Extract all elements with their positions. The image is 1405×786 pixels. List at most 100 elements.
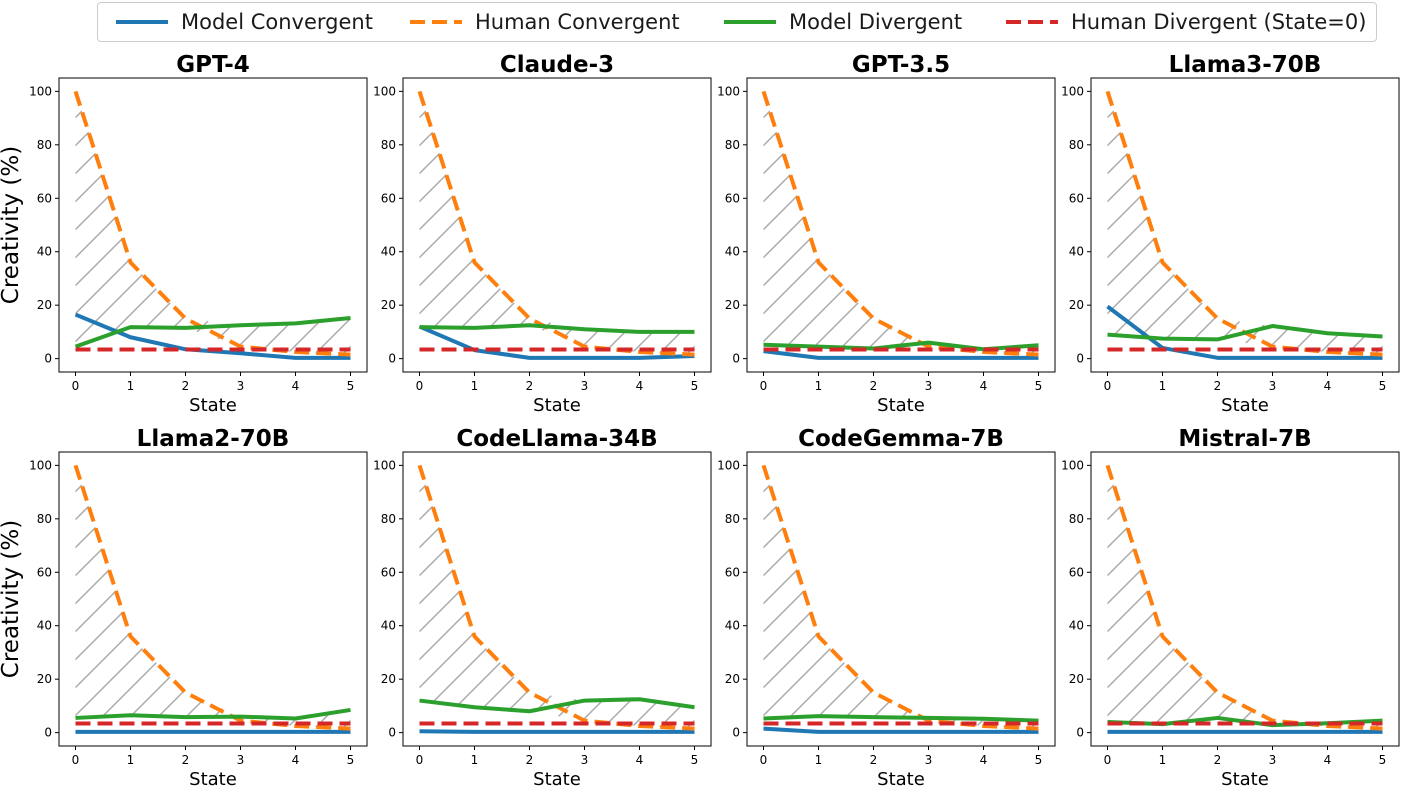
panel-title: GPT-3.5 bbox=[852, 52, 950, 78]
x-tick-label: 0 bbox=[416, 753, 424, 767]
y-tick-label: 20 bbox=[37, 672, 52, 686]
y-tick-label: 60 bbox=[1069, 565, 1084, 579]
y-tick-label: 40 bbox=[37, 245, 52, 259]
y-tick-label: 40 bbox=[725, 619, 740, 633]
y-tick-label: 60 bbox=[725, 565, 740, 579]
x-tick-label: 2 bbox=[526, 379, 534, 393]
plot-frame bbox=[58, 77, 368, 373]
x-tick-label: 5 bbox=[691, 753, 699, 767]
hatched-area bbox=[75, 465, 351, 729]
y-tick-label: 20 bbox=[1069, 672, 1084, 686]
y-tick-label: 100 bbox=[1061, 84, 1084, 98]
y-tick-label: 20 bbox=[725, 672, 740, 686]
y-tick-label: 0 bbox=[1076, 352, 1084, 366]
panel-gpt-4: 0 20 40 60 80 100 0 1 2 3 4 5 GPT-4 State Creativity (… bbox=[0, 52, 368, 416]
series-line-model-divergent bbox=[1107, 324, 1383, 342]
y-tick-label: 60 bbox=[37, 191, 52, 205]
y-tick-label: 100 bbox=[717, 458, 740, 472]
panel-title: CodeGemma-7B bbox=[798, 426, 1004, 452]
y-tick-label: 20 bbox=[725, 298, 740, 312]
y-tick-label: 80 bbox=[725, 138, 740, 152]
x-tick-label: 3 bbox=[237, 379, 245, 393]
y-tick-label: 0 bbox=[732, 352, 740, 366]
x-axis-label: State bbox=[1221, 395, 1269, 416]
hatched-area bbox=[763, 465, 1039, 729]
x-tick-label: 1 bbox=[127, 753, 135, 767]
hatched-area bbox=[419, 465, 695, 729]
legend-item-human-divergent: Human Divergent (State=0) bbox=[1002, 3, 1366, 41]
y-tick-label: 0 bbox=[44, 726, 52, 740]
x-tick-label: 4 bbox=[980, 379, 988, 393]
y-tick-label: 40 bbox=[381, 619, 396, 633]
x-tick-label: 3 bbox=[581, 753, 589, 767]
series-line-model-divergent bbox=[75, 707, 351, 721]
x-tick-label: 0 bbox=[760, 379, 768, 393]
y-tick-label: 80 bbox=[1069, 138, 1084, 152]
plot-frame bbox=[746, 77, 1056, 373]
x-tick-label: 4 bbox=[636, 379, 644, 393]
legend-label: Model Convergent bbox=[181, 10, 373, 34]
x-tick-label: 5 bbox=[1035, 753, 1043, 767]
series-line-model-convergent bbox=[1106, 304, 1383, 360]
x-tick-label: 1 bbox=[471, 753, 479, 767]
series-line-model-divergent bbox=[419, 323, 695, 334]
panel-llama2-70b: 0 20 40 60 80 100 0 1 2 3 4 5 Llama2-70B State Creativ… bbox=[0, 426, 368, 786]
x-tick-label: 1 bbox=[1159, 379, 1167, 393]
plot-frame bbox=[746, 451, 1056, 747]
legend-item-model-convergent: Model Convergent bbox=[112, 3, 373, 41]
panel-title: CodeLlama-34B bbox=[456, 426, 657, 452]
x-tick-label: 3 bbox=[925, 753, 933, 767]
x-axis-label: State bbox=[877, 395, 925, 416]
legend-label: Human Convergent bbox=[475, 10, 680, 34]
series-line-human-convergent bbox=[761, 90, 1039, 357]
series-line-model-divergent bbox=[763, 714, 1039, 723]
y-tick-label: 40 bbox=[1069, 619, 1084, 633]
y-tick-label: 0 bbox=[1076, 726, 1084, 740]
y-tick-label: 60 bbox=[1069, 191, 1084, 205]
x-tick-label: 5 bbox=[691, 379, 699, 393]
panel-llama3-70b: 0 20 40 60 80 100 0 1 2 3 4 5 Llama3-70B State bbox=[1061, 52, 1400, 416]
plot-frame bbox=[402, 451, 712, 747]
x-tick-label: 0 bbox=[72, 379, 80, 393]
legend-swatch-model-convergent bbox=[116, 20, 168, 24]
x-tick-label: 1 bbox=[815, 753, 823, 767]
plot-frame bbox=[1090, 77, 1400, 373]
y-tick-label: 0 bbox=[44, 352, 52, 366]
x-tick-label: 3 bbox=[1269, 753, 1277, 767]
legend-swatch-human-divergent bbox=[1006, 20, 1058, 24]
x-tick-label: 5 bbox=[347, 753, 355, 767]
panel-mistral-7b: 0 20 40 60 80 100 0 1 2 3 4 5 Mistral-7B State bbox=[1061, 426, 1400, 786]
series-line-model-convergent bbox=[763, 349, 1039, 360]
x-tick-label: 1 bbox=[1159, 753, 1167, 767]
x-tick-label: 4 bbox=[1324, 379, 1332, 393]
x-axis-label: State bbox=[877, 769, 925, 786]
x-tick-label: 1 bbox=[471, 379, 479, 393]
panel-claude-3: 0 20 40 60 80 100 0 1 2 3 4 5 Claude-3 State bbox=[373, 52, 712, 416]
series-line-model-convergent bbox=[763, 726, 1039, 734]
x-tick-label: 4 bbox=[1324, 753, 1332, 767]
x-tick-label: 2 bbox=[182, 753, 190, 767]
x-tick-label: 2 bbox=[182, 379, 190, 393]
hatched-area bbox=[1107, 91, 1383, 355]
y-tick-label: 40 bbox=[37, 619, 52, 633]
x-tick-label: 0 bbox=[416, 379, 424, 393]
y-axis-label: Creativity (%) bbox=[0, 146, 24, 304]
x-axis-label: State bbox=[189, 395, 237, 416]
y-tick-label: 80 bbox=[381, 512, 396, 526]
y-tick-label: 80 bbox=[381, 138, 396, 152]
series-line-model-convergent bbox=[419, 729, 695, 734]
y-tick-label: 60 bbox=[725, 191, 740, 205]
series-line-human-convergent bbox=[761, 464, 1039, 731]
x-axis-label: State bbox=[533, 769, 581, 786]
y-tick-label: 60 bbox=[381, 191, 396, 205]
y-tick-label: 40 bbox=[381, 245, 396, 259]
y-tick-label: 80 bbox=[725, 512, 740, 526]
y-tick-label: 100 bbox=[29, 84, 52, 98]
y-tick-label: 20 bbox=[381, 672, 396, 686]
hatched-area bbox=[763, 91, 1039, 355]
series-line-model-divergent bbox=[419, 697, 695, 714]
x-tick-label: 4 bbox=[292, 753, 300, 767]
series-line-human-convergent bbox=[417, 90, 695, 357]
hatched-area bbox=[419, 91, 695, 355]
